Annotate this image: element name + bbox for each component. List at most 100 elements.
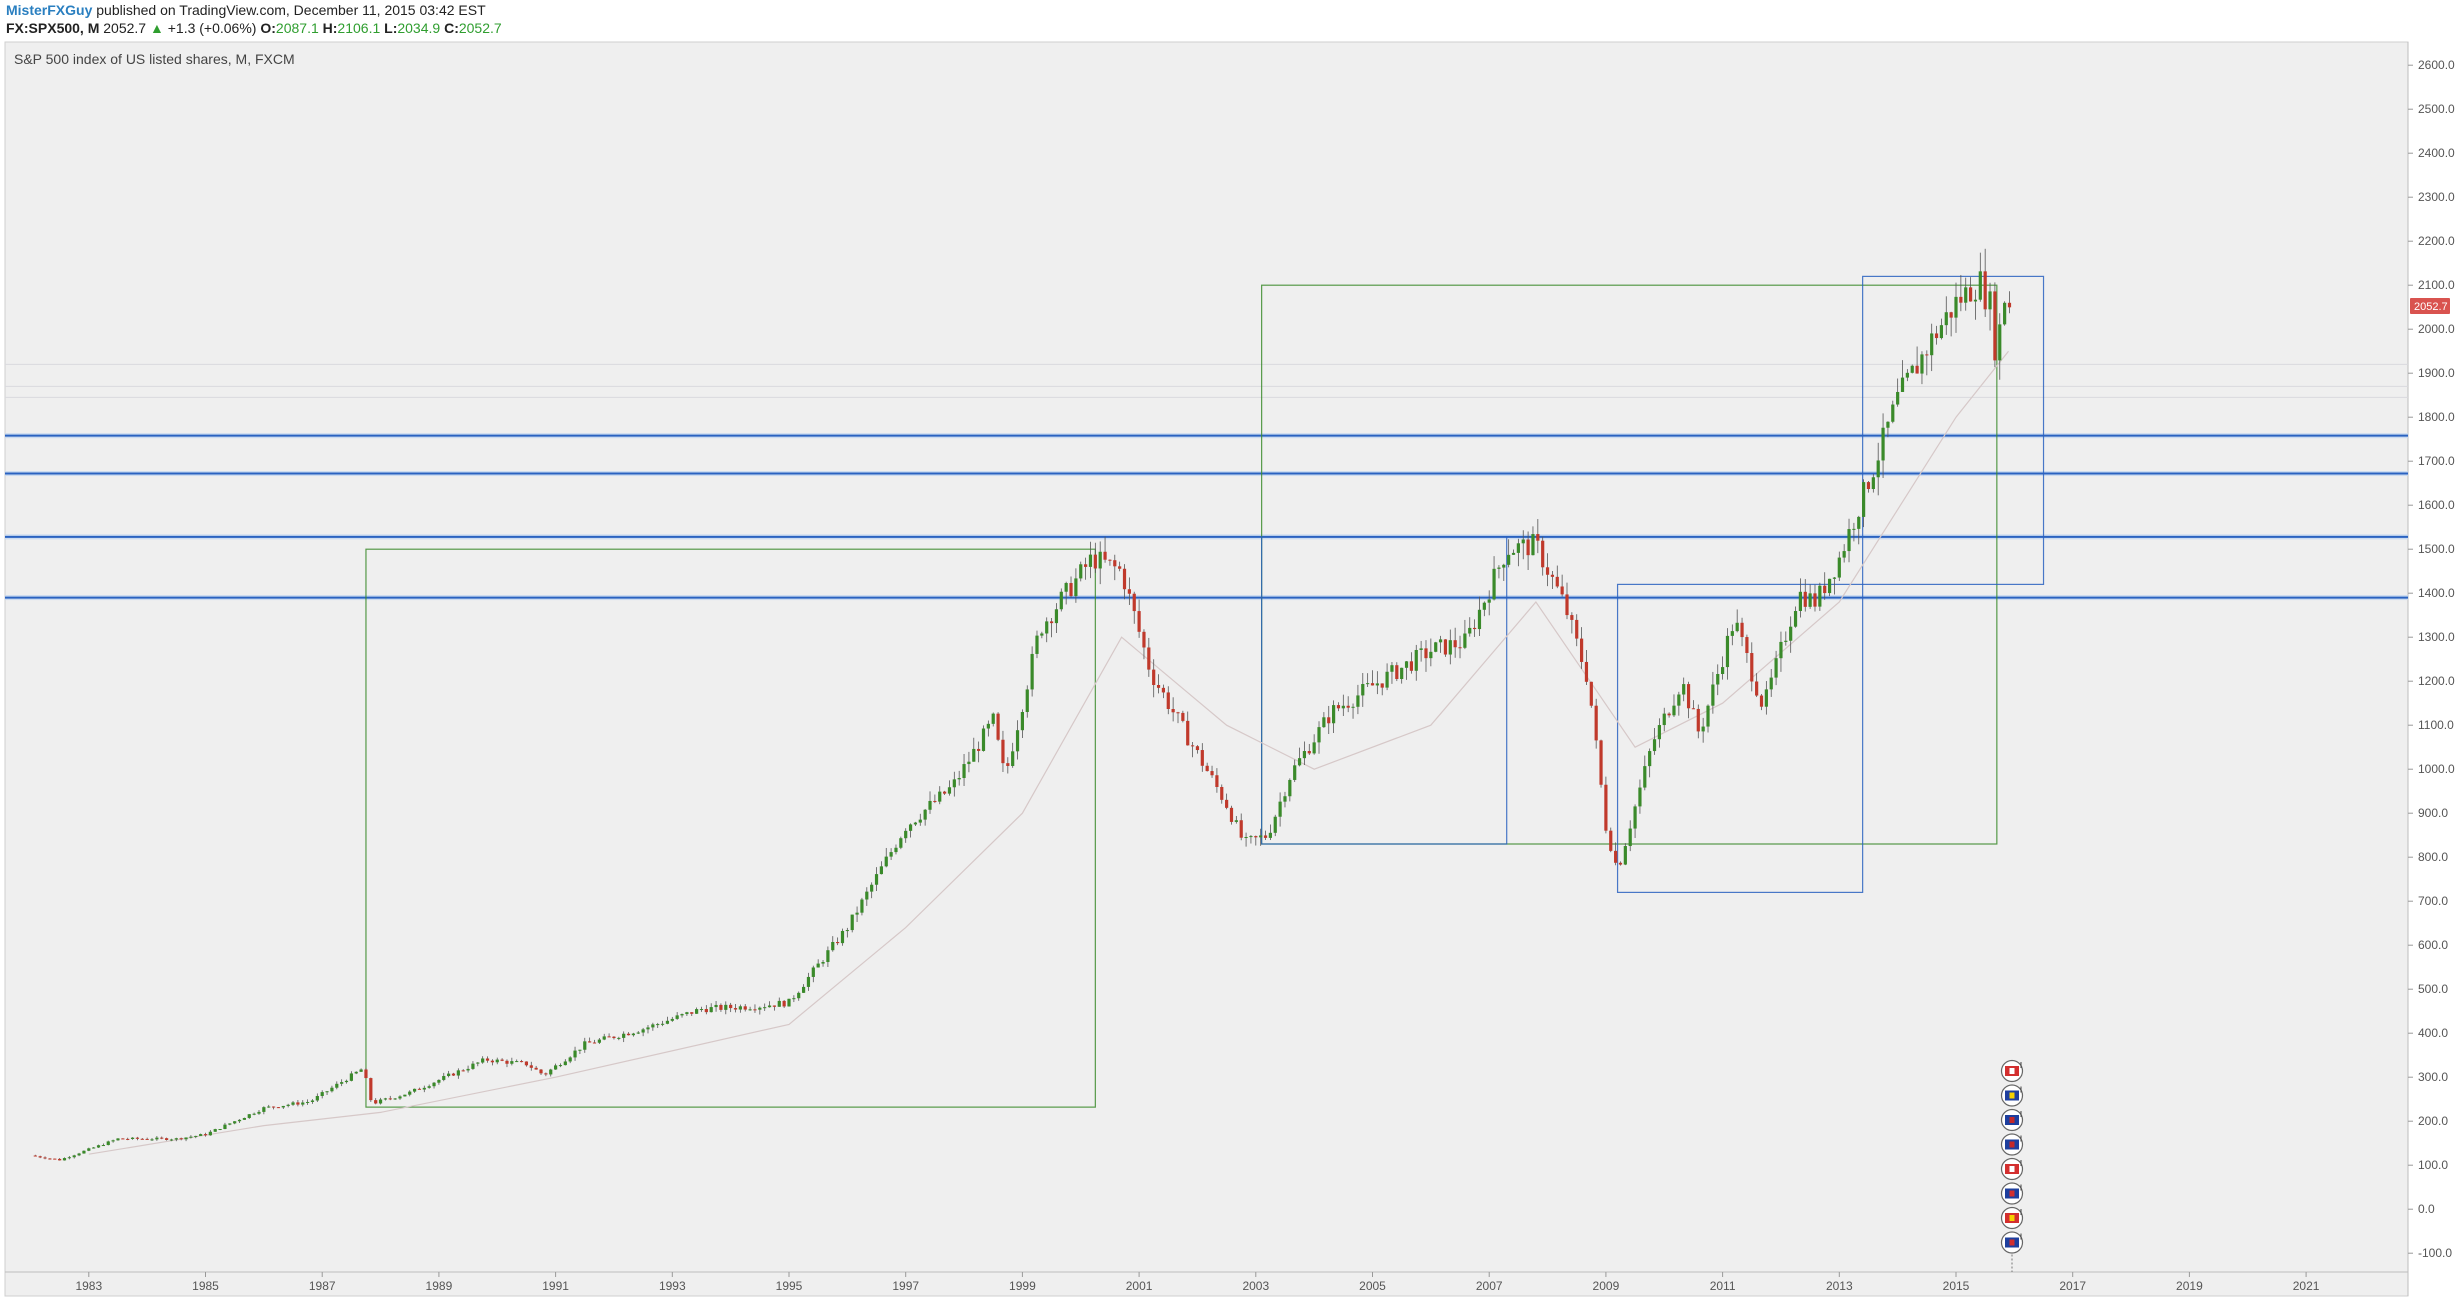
time-tick-label: 1991 xyxy=(542,1279,569,1293)
candle-body xyxy=(811,967,815,977)
candle-body xyxy=(879,866,883,875)
candle-body xyxy=(1370,683,1375,686)
time-tick-label: 2009 xyxy=(1593,1279,1620,1293)
range-box-2[interactable] xyxy=(1261,536,1508,845)
current-price-badge xyxy=(2410,298,2450,315)
candle-body xyxy=(145,1138,149,1140)
australia-flag-icon[interactable] xyxy=(2000,1108,2024,1132)
price-tick-label: 300.0 xyxy=(2418,1070,2448,1084)
symbol-label: FX:SPX500, M xyxy=(6,20,100,36)
candle-body xyxy=(1079,564,1083,579)
candle-body xyxy=(1084,564,1088,567)
candle-body xyxy=(48,1158,52,1160)
candle-body xyxy=(1293,765,1297,780)
candle-body xyxy=(1030,653,1034,690)
candle-body xyxy=(1190,745,1195,747)
candle-body xyxy=(1025,689,1029,713)
candle-body xyxy=(855,912,859,915)
candle-body xyxy=(1049,621,1054,624)
candle-body xyxy=(733,1008,738,1010)
candle-body xyxy=(228,1123,232,1125)
candle-body xyxy=(1667,713,1671,716)
candle-body xyxy=(1448,640,1452,655)
candle-body xyxy=(1521,539,1525,544)
candle-body xyxy=(529,1065,533,1068)
candle-body xyxy=(1750,653,1754,682)
candle-body xyxy=(578,1049,582,1051)
candle-body xyxy=(1959,296,1963,303)
event-flags[interactable] xyxy=(2000,1059,2024,1273)
canada-flag-icon[interactable] xyxy=(2000,1059,2024,1083)
candle-body xyxy=(568,1057,572,1062)
candle-body xyxy=(1385,671,1389,688)
candle-body xyxy=(933,800,937,802)
range-box-4[interactable] xyxy=(1862,275,2045,585)
candle-body xyxy=(1366,683,1370,685)
candle-body xyxy=(675,1015,679,1019)
candle-body xyxy=(699,1009,704,1011)
candle-body xyxy=(602,1036,606,1040)
price-tick-label: 0.0 xyxy=(2418,1202,2435,1216)
candle-body xyxy=(1088,554,1093,567)
candle-body xyxy=(223,1124,227,1129)
time-tick-label: 2015 xyxy=(1943,1279,1970,1293)
candle-body xyxy=(850,914,854,931)
candle-body xyxy=(490,1060,494,1063)
candle-body xyxy=(495,1059,499,1063)
range-box-0[interactable] xyxy=(365,548,1096,1108)
time-tick-label: 2013 xyxy=(1826,1279,1853,1293)
candle-body xyxy=(1477,609,1482,630)
candle-body xyxy=(719,1004,723,1010)
candle-body xyxy=(466,1068,470,1071)
candle-body xyxy=(1458,647,1462,649)
candle-body xyxy=(1978,271,1982,300)
low-label: L: xyxy=(384,20,398,36)
us-flag-icon[interactable] xyxy=(2000,1231,2024,1254)
price-tick-label: 1300.0 xyxy=(2418,630,2455,644)
candle-body xyxy=(1482,602,1486,610)
candle-body xyxy=(709,1007,713,1013)
candle-body xyxy=(203,1134,208,1136)
candle-body xyxy=(1302,751,1307,759)
candle-body xyxy=(1035,635,1039,654)
range-box-3[interactable] xyxy=(1616,583,1864,894)
candle-body xyxy=(1327,717,1331,724)
switzerland-flag-icon[interactable] xyxy=(2000,1157,2024,1181)
candle-body xyxy=(695,1009,699,1014)
time-tick-label: 2017 xyxy=(2059,1279,2086,1293)
candle-body xyxy=(1361,684,1365,696)
candle-body xyxy=(1127,589,1131,594)
low-value: 2034.9 xyxy=(397,20,441,36)
candle-body xyxy=(612,1036,616,1039)
candle-body xyxy=(1463,633,1467,648)
candle-body xyxy=(505,1060,509,1064)
candle-body xyxy=(1618,862,1623,865)
uk-flag-icon[interactable] xyxy=(2000,1182,2024,1205)
candle-body xyxy=(1186,720,1190,746)
candle-body xyxy=(257,1111,261,1114)
candle-body xyxy=(524,1061,529,1066)
candle-body xyxy=(1195,746,1200,751)
china-flag-icon[interactable] xyxy=(2000,1206,2024,1230)
candle-body xyxy=(1682,684,1686,695)
candle-body xyxy=(1798,591,1802,611)
candle-body xyxy=(1784,640,1788,642)
candle-body xyxy=(870,884,874,892)
candle-body xyxy=(1857,516,1861,529)
candle-body xyxy=(1866,482,1871,490)
candle-body xyxy=(840,930,845,944)
eu-flag-icon[interactable] xyxy=(2000,1084,2024,1107)
published-text: published on TradingView.com, December 1… xyxy=(92,2,486,18)
horizontal-levels[interactable] xyxy=(5,433,2408,601)
faint-levels xyxy=(5,363,2408,398)
candle-body xyxy=(456,1070,460,1076)
candle-body xyxy=(286,1104,290,1106)
candle-body xyxy=(481,1058,485,1063)
candle-body xyxy=(597,1039,601,1043)
candle-body xyxy=(62,1158,67,1161)
new-zealand-flag-icon[interactable] xyxy=(2000,1133,2024,1156)
candle-body xyxy=(1764,689,1768,707)
author-link[interactable]: MisterFXGuy xyxy=(6,2,93,18)
range-boxes[interactable] xyxy=(365,275,2045,1108)
